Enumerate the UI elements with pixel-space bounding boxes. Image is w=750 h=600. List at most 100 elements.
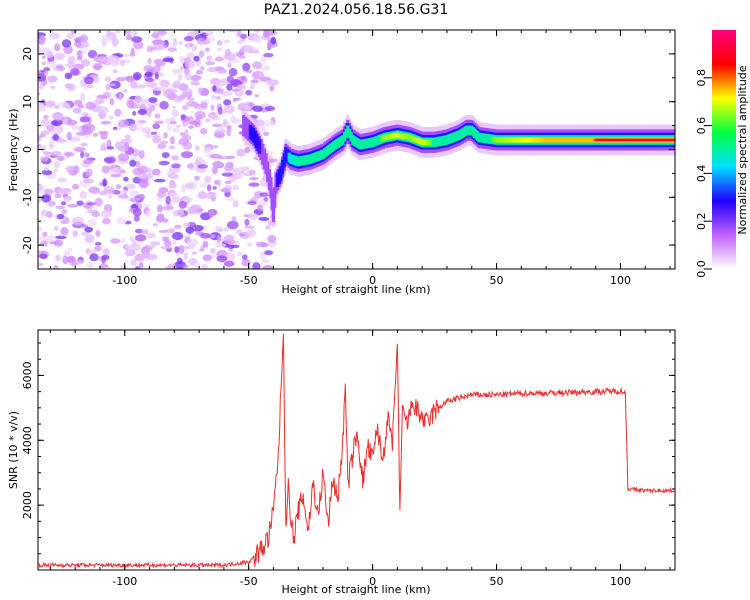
noise-blob <box>73 146 86 153</box>
noise-blob <box>185 73 193 81</box>
noise-blob <box>170 163 181 169</box>
ridge-cell <box>564 137 568 143</box>
ridge-cell <box>658 138 662 142</box>
ridge-cell <box>264 153 268 175</box>
ridge-cell <box>612 138 616 142</box>
x-axis-label: Height of straight line (km) <box>281 583 430 596</box>
noise-blob <box>49 61 57 68</box>
snr-series-line <box>38 333 675 570</box>
noise-blob <box>180 114 186 120</box>
y-tick-label: 0 <box>21 146 34 153</box>
noise-blob <box>222 119 228 127</box>
ridge-cell <box>498 137 502 143</box>
ridge-cell <box>250 126 254 141</box>
noise-blob <box>137 108 148 116</box>
ridge-cell <box>519 137 523 143</box>
colorbar-tick-label: 0.4 <box>695 165 708 183</box>
noise-blob <box>182 104 189 111</box>
ridge-cell <box>341 135 345 145</box>
noise-blob <box>94 242 102 246</box>
noise-blob <box>93 64 102 71</box>
ridge-cell <box>630 138 634 142</box>
noise-blob <box>67 204 79 208</box>
noise-blob <box>115 184 122 190</box>
noise-blob <box>154 44 165 51</box>
noise-blob <box>240 44 253 52</box>
ridge-cell <box>660 138 664 142</box>
noise-blob <box>65 165 75 173</box>
noise-blob <box>158 229 168 233</box>
noise-blob <box>80 142 88 147</box>
ridge-cell <box>529 137 533 143</box>
ridge-cell <box>499 137 504 143</box>
noise-blob <box>123 30 132 35</box>
ridge-cell <box>656 138 661 142</box>
ridge-cell <box>266 161 270 183</box>
noise-blob <box>55 254 61 262</box>
noise-blob <box>122 89 128 93</box>
noise-blob <box>167 47 178 52</box>
noise-blob <box>128 123 138 132</box>
noise-blob <box>51 119 63 127</box>
noise-blob <box>232 200 239 208</box>
noise-blob <box>125 75 135 83</box>
ridge-cell <box>284 147 288 162</box>
noise-blob <box>139 193 146 201</box>
ridge-cell <box>267 169 271 191</box>
noise-blob <box>55 64 64 70</box>
noise-blob <box>138 262 144 269</box>
noise-blob <box>221 172 234 177</box>
noise-blob <box>64 217 70 221</box>
noise-blob <box>38 226 43 232</box>
noise-blob <box>127 156 139 161</box>
noise-blob <box>172 231 184 241</box>
noise-blob <box>236 30 242 38</box>
noise-blob <box>49 241 60 245</box>
noise-blob <box>86 261 94 269</box>
ridge-cell <box>503 137 507 143</box>
ridge-cell <box>504 137 509 143</box>
noise-blob <box>156 191 167 198</box>
noise-blob <box>190 80 199 86</box>
noise-blob <box>158 160 170 166</box>
noise-blob <box>80 224 89 229</box>
noise-blob <box>86 202 97 206</box>
noise-blob <box>216 179 221 186</box>
ridge-cell <box>584 137 588 143</box>
ridge-cell <box>666 138 670 142</box>
ridge-cell <box>506 137 510 143</box>
noise-blob <box>54 43 61 52</box>
noise-blob <box>100 142 109 151</box>
noise-blob <box>125 183 136 190</box>
noise-blob <box>200 127 208 135</box>
noise-blob <box>260 56 267 63</box>
ridge-cell <box>579 137 583 143</box>
noise-blob <box>80 58 91 67</box>
noise-blob <box>73 99 83 106</box>
noise-blob <box>206 36 216 42</box>
noise-blob <box>63 151 75 157</box>
noise-blob <box>80 151 85 159</box>
ridge-cell <box>580 137 585 143</box>
noise-blob <box>178 138 189 146</box>
noise-blob <box>84 113 89 118</box>
ridge-cell <box>610 138 614 142</box>
noise-blob <box>169 120 178 125</box>
ridge-cell <box>655 138 659 142</box>
noise-blob <box>237 55 246 59</box>
ridge-cell <box>557 137 561 143</box>
noise-blob <box>230 244 240 248</box>
ridge-cell <box>511 137 515 143</box>
ridge-cell <box>613 138 618 142</box>
noise-blob <box>123 260 129 264</box>
noise-blob <box>49 32 61 40</box>
noise-blob <box>153 178 166 183</box>
noise-blob <box>38 104 47 112</box>
noise-blob <box>220 188 231 193</box>
noise-blob <box>104 76 112 82</box>
noise-blob <box>61 209 68 215</box>
noise-blob <box>71 216 84 226</box>
noise-blob <box>163 89 174 98</box>
noise-blob <box>152 123 161 130</box>
